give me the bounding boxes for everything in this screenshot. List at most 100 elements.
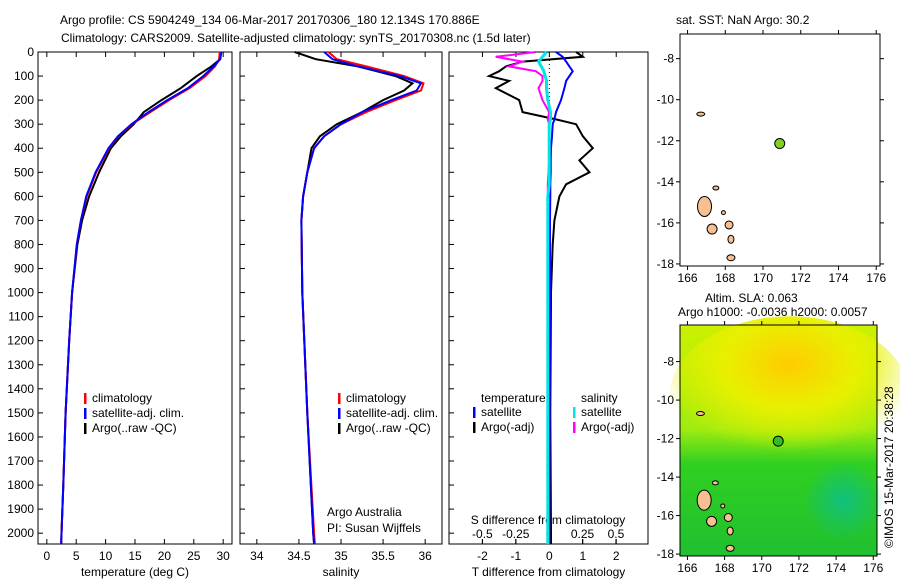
series-line-s-argo-adj-: [495, 51, 551, 544]
legend-swatch: [338, 423, 341, 434]
lat-tick-label: -16: [657, 216, 675, 230]
legend-title-temperature: temperature: [481, 391, 546, 405]
series-line-t-satellite: [548, 51, 574, 544]
x2-tick-label: -0.5: [472, 527, 493, 541]
y-tick-label: 600: [14, 189, 34, 203]
lat-tick-label: -8: [663, 52, 674, 66]
lon-tick-label: 168: [715, 561, 735, 575]
lat-tick-label: -16: [657, 509, 675, 523]
legend-swatch: [573, 407, 576, 418]
legend-label: climatology: [346, 391, 406, 405]
lon-tick-label: 168: [715, 271, 735, 285]
pi-text: PI: Susan Wijffels: [327, 521, 421, 535]
title-line-2: Climatology: CARS2009. Satellite-adjuste…: [61, 31, 531, 45]
y-tick-label: 1900: [7, 502, 34, 516]
legend-swatch: [84, 423, 87, 434]
y-tick-label: 500: [14, 165, 34, 179]
y-tick-label: 1200: [7, 334, 34, 348]
legend-title-salinity: salinity: [581, 391, 618, 405]
lat-tick-label: -18: [657, 547, 675, 561]
legend-swatch: [473, 422, 476, 433]
island: [706, 515, 718, 527]
y-tick-label: 2000: [7, 526, 34, 540]
x-tick-label: 20: [158, 549, 172, 563]
sla-map-title-2: Argo h1000: -0.0036 h2000: 0.0057: [678, 305, 868, 319]
lon-tick-label: 172: [791, 271, 811, 285]
y-tick-label: 300: [14, 117, 34, 131]
y-tick-label: 100: [14, 69, 34, 83]
y-tick-label: 1000: [7, 286, 34, 300]
legend-swatch: [338, 408, 341, 419]
legend-label: satellite: [581, 405, 622, 419]
x-axis-label: salinity: [323, 565, 360, 579]
argo-position-marker: [774, 138, 786, 150]
legend-label: satellite-adj. clim.: [346, 406, 438, 420]
sla-high-region: [669, 316, 900, 477]
island: [723, 513, 733, 522]
y-tick-label: 400: [14, 141, 34, 155]
lon-tick-label: 176: [863, 561, 883, 575]
lat-tick-label: -12: [657, 432, 675, 446]
x-tick-label: 30: [217, 549, 231, 563]
lon-tick-label: 172: [789, 561, 809, 575]
legend-swatch: [573, 422, 576, 433]
lat-tick-label: -8: [663, 355, 674, 369]
x-tick-label: -1: [511, 549, 522, 563]
island: [720, 210, 726, 216]
lon-tick-label: 170: [752, 561, 772, 575]
island: [726, 526, 734, 536]
y-tick-label: 900: [14, 262, 34, 276]
timestamp-stamp: ©IMOS 15-Mar-2017 20:38:28: [882, 386, 896, 548]
legend-label: Argo(..raw -QC): [346, 421, 431, 435]
series-line-argo-raw-qc-: [60, 51, 222, 545]
series-line-satellite-adj-clim-: [300, 51, 423, 545]
temperature-axes: [37, 51, 233, 545]
island: [727, 234, 735, 244]
title-line-1: Argo profile: CS 5904249_134 06-Mar-2017…: [60, 13, 480, 27]
lat-tick-label: -12: [657, 134, 675, 148]
sla-low-region: [803, 460, 884, 541]
island: [725, 544, 735, 552]
credit-text: Argo Australia: [327, 505, 402, 519]
island: [712, 185, 720, 191]
x-tick-label: 10: [99, 549, 113, 563]
x-tick-label: 15: [128, 549, 142, 563]
lat-tick-label: -10: [657, 393, 675, 407]
legend-swatch: [473, 407, 476, 418]
series-line-satellite-adj-clim-: [60, 51, 223, 545]
y-tick-label: 1600: [7, 430, 34, 444]
island: [724, 220, 734, 230]
island: [706, 223, 718, 235]
island: [696, 111, 706, 117]
lat-tick-label: -10: [657, 93, 675, 107]
island: [711, 480, 719, 486]
x-tick-label: 0: [43, 549, 50, 563]
y-tick-label: 1700: [7, 454, 34, 468]
series-line-t-argo-adj-: [486, 51, 595, 544]
series-line-climatology: [60, 51, 221, 545]
x-tick-label: 34.5: [287, 549, 311, 563]
salinity-axes: [239, 51, 443, 545]
legend-swatch: [84, 393, 87, 404]
legend-label: climatology: [92, 391, 152, 405]
sst-map-frame: [679, 33, 881, 267]
x-axis-label: temperature (deg C): [81, 565, 189, 579]
lon-tick-label: 170: [753, 271, 773, 285]
y-tick-label: 1300: [7, 358, 34, 372]
lat-tick-label: -18: [657, 257, 675, 271]
x-tick-label: 34: [250, 549, 264, 563]
x-tick-label: 5: [73, 549, 80, 563]
legend-label: Argo(-adj): [481, 420, 534, 434]
y-tick-label: 200: [14, 93, 34, 107]
island: [720, 503, 726, 509]
y-tick-label: 1400: [7, 382, 34, 396]
series-line-argo-raw-qc-: [294, 51, 415, 545]
sst-map-title: sat. SST: NaN Argo: 30.2: [676, 13, 810, 27]
x-axis-label: T difference from climatology: [472, 565, 626, 579]
legend-label: satellite: [481, 405, 522, 419]
legend-label: Argo(-adj): [581, 420, 634, 434]
argo-position-marker: [772, 435, 784, 447]
lon-tick-label: 176: [866, 271, 886, 285]
x-tick-label: 35.5: [371, 549, 395, 563]
